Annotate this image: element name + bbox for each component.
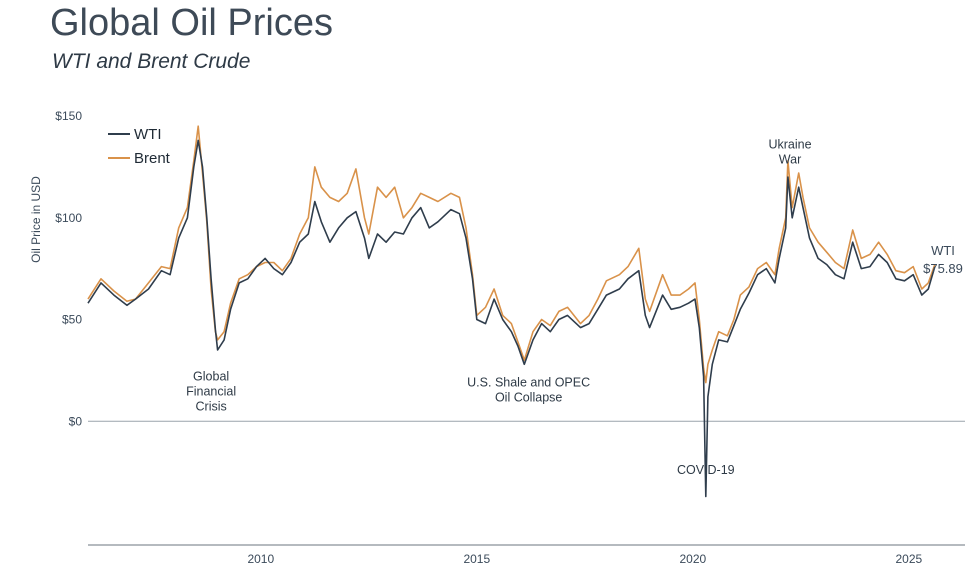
legend-label-wti: WTI bbox=[134, 126, 162, 143]
y-axis-ticks: $150 $100 $50 $0 bbox=[55, 109, 82, 428]
series-line-wti bbox=[87, 139, 936, 498]
x-tick-label: 2015 bbox=[463, 552, 490, 566]
y-tick-label: $0 bbox=[69, 414, 83, 428]
annotation-ukraine: Ukraine bbox=[768, 138, 811, 152]
y-axis-label: Oil Price in USD bbox=[29, 176, 43, 263]
annotation-ukraine: War bbox=[779, 153, 801, 167]
chart-subtitle: WTI and Brent Crude bbox=[52, 50, 251, 73]
legend: WTI Brent bbox=[108, 126, 171, 167]
annotation-gfc: Crisis bbox=[196, 400, 227, 414]
y-tick-label: $150 bbox=[55, 109, 82, 123]
x-tick-label: 2020 bbox=[679, 552, 706, 566]
series-lines bbox=[87, 125, 936, 498]
y-tick-label: $100 bbox=[55, 211, 82, 225]
chart-title: Global Oil Prices bbox=[50, 2, 333, 44]
annotation-gfc: Global bbox=[193, 370, 229, 384]
annotation-shale: Oil Collapse bbox=[495, 391, 562, 405]
wti-end-label: WTI $75.89 bbox=[923, 243, 963, 276]
annotation-shale: U.S. Shale and OPEC bbox=[467, 376, 590, 390]
x-tick-label: 2025 bbox=[895, 552, 922, 566]
x-tick-label: 2010 bbox=[247, 552, 274, 566]
annotation-gfc: Financial bbox=[186, 385, 236, 399]
y-tick-label: $50 bbox=[62, 313, 82, 327]
annotation-covid: COVID-19 bbox=[677, 463, 735, 477]
series-line-brent bbox=[87, 125, 936, 384]
end-label-line: WTI bbox=[931, 243, 955, 258]
legend-label-brent: Brent bbox=[134, 150, 171, 167]
end-label-line: $75.89 bbox=[923, 261, 963, 276]
x-axis: 2010 2015 2020 2025 bbox=[88, 544, 965, 566]
